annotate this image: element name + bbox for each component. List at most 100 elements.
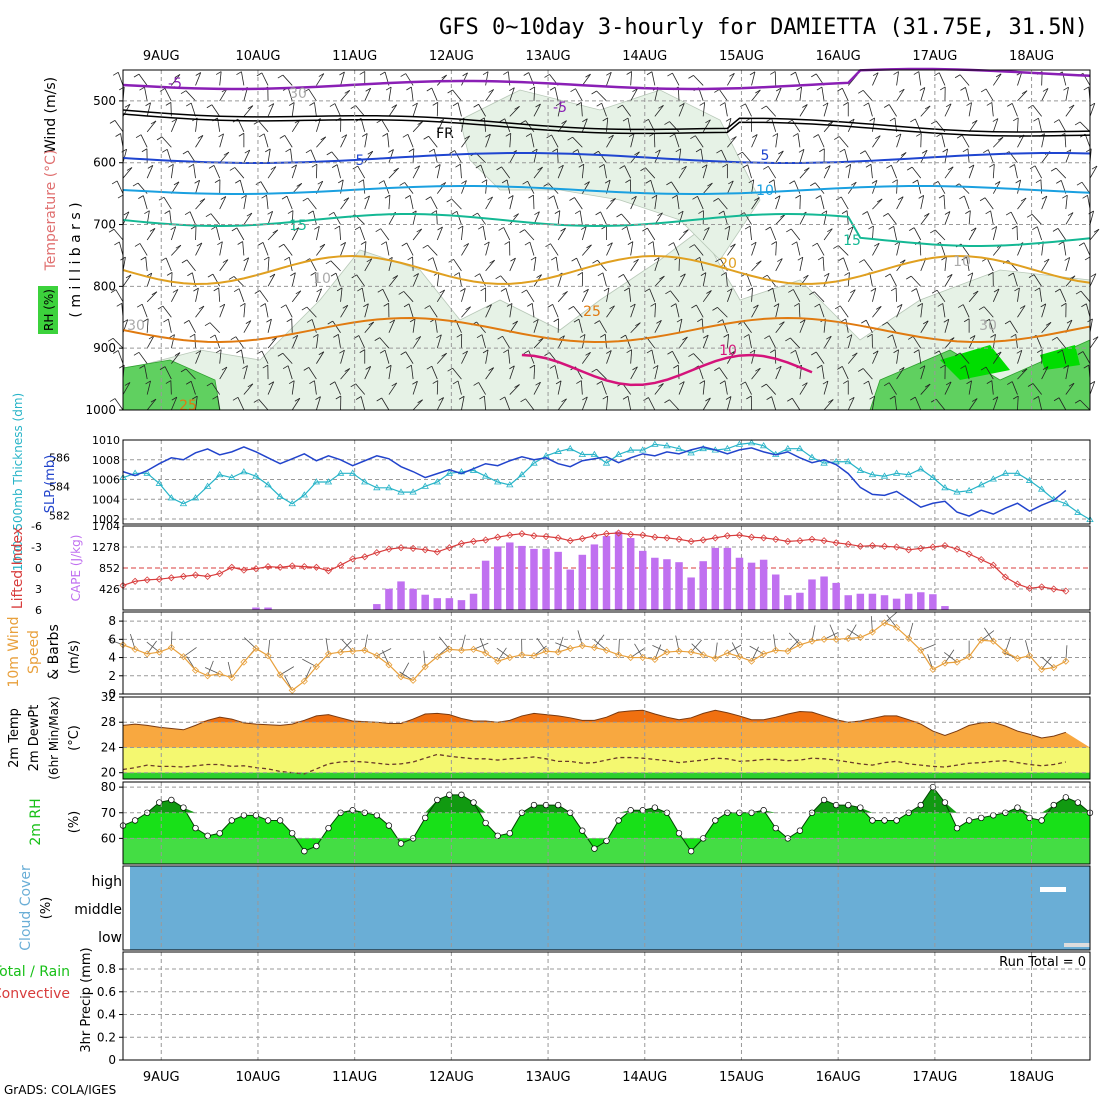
wind-barb-flag [970,227,977,232]
day-label: 13AUG [526,49,571,64]
wind-barb [287,87,293,102]
wind-barb-flag [779,321,785,326]
cape-bar [808,579,816,610]
wind-barb-flag [1004,320,1011,325]
wind-barb-flag [401,242,407,247]
wind-barb [1058,119,1067,133]
thickness-marker [663,442,671,449]
wind-barb-flag [729,351,735,355]
wind-barb-flag [221,366,228,371]
wind-barb-flag [308,210,314,215]
lifted-index-marker [856,542,864,550]
wind-barb-flag [422,244,428,249]
lifted-index-marker [566,537,574,545]
wind-speed-marker [276,671,284,679]
wind-barb-flag [713,198,719,202]
wind-barb-flag [400,351,406,356]
wind-barb-flag [608,134,614,139]
wind-barb-flag [875,135,881,140]
wind-barb-flag [986,102,993,106]
wind-barb-flag [883,382,890,387]
wind-barb [578,319,583,333]
wind-barb-flag [652,365,659,369]
wind-barb [332,320,341,333]
wind-barb-flag [509,365,515,370]
wind-barb [408,303,414,318]
wind-barb [968,210,971,225]
wind-barb [263,133,269,148]
wind-barb-flag [301,306,308,311]
wind-barb [436,397,444,411]
cape-bar [856,593,865,610]
wind-barb [580,102,583,117]
wind-barb-flag [206,382,213,387]
wind-barb-flag [980,366,987,371]
wind-barb [219,151,230,163]
wind-barb-flag [749,349,756,354]
wind-barb [697,196,704,210]
wind-barb-flag [423,135,429,140]
wind-barb [219,71,222,86]
wind-barb-flag [288,102,295,106]
wind-barb-flag [237,241,243,245]
wind-barb-flag [938,194,945,199]
tick-label: 20 [101,766,116,780]
wind-barb [171,244,182,256]
wind-barb-flag [363,303,369,308]
wind-barb-flag [555,102,562,107]
wind-barb [533,381,541,395]
lifted-index-marker [457,539,466,548]
wind-speed-marker [264,652,272,660]
wind-barb-flag [960,365,966,369]
thickness-marker [820,459,828,466]
wind-barb-flag [995,73,1002,78]
wind-barb [219,304,226,318]
wind-barb-flag [447,89,453,94]
isotherm-contour [521,353,813,387]
wind-barb-flag [1005,211,1012,216]
thickness-marker [312,478,321,485]
isotherm-label: -5 [553,100,567,116]
wind-barb-flag [885,273,891,278]
cape-bar [433,598,442,610]
isotherm-contour [122,316,1091,343]
wind-barb-flag [812,242,818,247]
wind-speed-marker [155,648,163,656]
wind-barb-flag [742,164,748,169]
wind-barb [601,381,607,395]
wind-barb-flag [329,381,336,386]
wind-barb [314,102,317,117]
thickness-marker [385,484,393,491]
lifted-index-marker [554,534,562,542]
wind-barb-flag [845,164,851,168]
wind-barb-flag [488,367,494,371]
wind-barb [262,242,269,256]
wind-barb [138,352,148,364]
wind-barb [340,305,349,318]
wind-speed-marker [337,648,345,656]
wind-barb-flag [562,291,568,295]
wind-barb [814,182,825,194]
wind-barb [823,120,834,133]
cape-bar [675,562,683,610]
thickness-tick-label: 586 [49,451,70,464]
wind-barb-flag [571,257,577,262]
wind-barb [1011,381,1018,395]
wind-barb-flag [110,289,117,294]
wind-barb-flag [156,136,163,141]
wind-barb [185,90,196,102]
wind-barb [626,226,632,241]
wind-barb-flag [124,382,131,386]
wind-speed-marker [977,636,985,644]
wind-barb-flag [333,334,339,338]
wind-barb [1058,397,1067,411]
wind-barb-flag [666,181,672,186]
thickness-marker [759,442,768,449]
wind-barb-flag [338,179,344,184]
wind-barb-flag [671,194,678,199]
wind-barb-flag [624,287,630,292]
wind-barb-flag [195,350,201,354]
cape-bar [421,594,429,610]
wind-barb [593,639,607,651]
wind-speed-marker [796,641,804,649]
